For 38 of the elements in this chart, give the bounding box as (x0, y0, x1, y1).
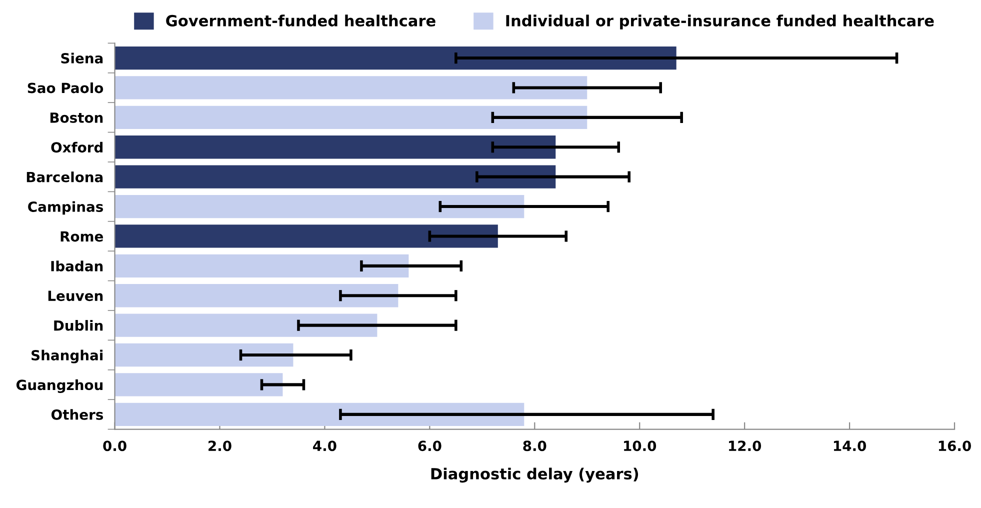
x-axis-title: Diagnostic delay (years) (431, 468, 638, 483)
bar (114, 314, 378, 337)
bar (114, 194, 524, 218)
legend-label: Individual or private-insurance funded healthcare (506, 14, 934, 30)
y-tick-label: Guangzhou (16, 379, 102, 393)
bar (114, 76, 588, 100)
y-tick-label: Shanghai (32, 350, 102, 364)
x-tick-label: 0.0 (103, 440, 126, 452)
x-tick-label: 12.0 (729, 440, 762, 452)
y-tick-label: Barcelona (26, 172, 103, 182)
y-tick-label: Rome (60, 231, 103, 242)
x-tick-label: 10.0 (624, 440, 656, 452)
bar (114, 46, 676, 70)
y-tick-label: Siena (61, 52, 103, 64)
x-tick-label: 16.0 (938, 440, 971, 452)
y-tick-label: Ibadan (51, 260, 103, 272)
x-tick-label: 6.0 (418, 440, 442, 452)
bar (114, 343, 294, 367)
bar (114, 373, 283, 396)
bar (114, 224, 498, 248)
bar (114, 106, 588, 130)
y-tick-label: Oxford (51, 142, 102, 153)
x-tick-label: 2.0 (208, 440, 232, 452)
bar (114, 136, 556, 159)
y-tick-label: Others (51, 409, 104, 420)
bar (114, 284, 398, 308)
bar (114, 402, 524, 426)
y-tick-label: Boston (50, 112, 103, 123)
x-tick-label: 14.0 (834, 440, 866, 452)
y-tick-label: Sao Paolo (28, 82, 104, 94)
x-tick-label: 4.0 (313, 440, 336, 452)
y-tick-label: Dublin (54, 320, 103, 331)
bar (114, 165, 556, 188)
x-tick-label: 8.0 (523, 440, 546, 452)
y-tick-label: Campinas (28, 201, 104, 215)
legend-label: Government-funded healthcare (166, 14, 436, 26)
y-tick-label: Leuven (48, 290, 103, 302)
bar (114, 254, 409, 278)
